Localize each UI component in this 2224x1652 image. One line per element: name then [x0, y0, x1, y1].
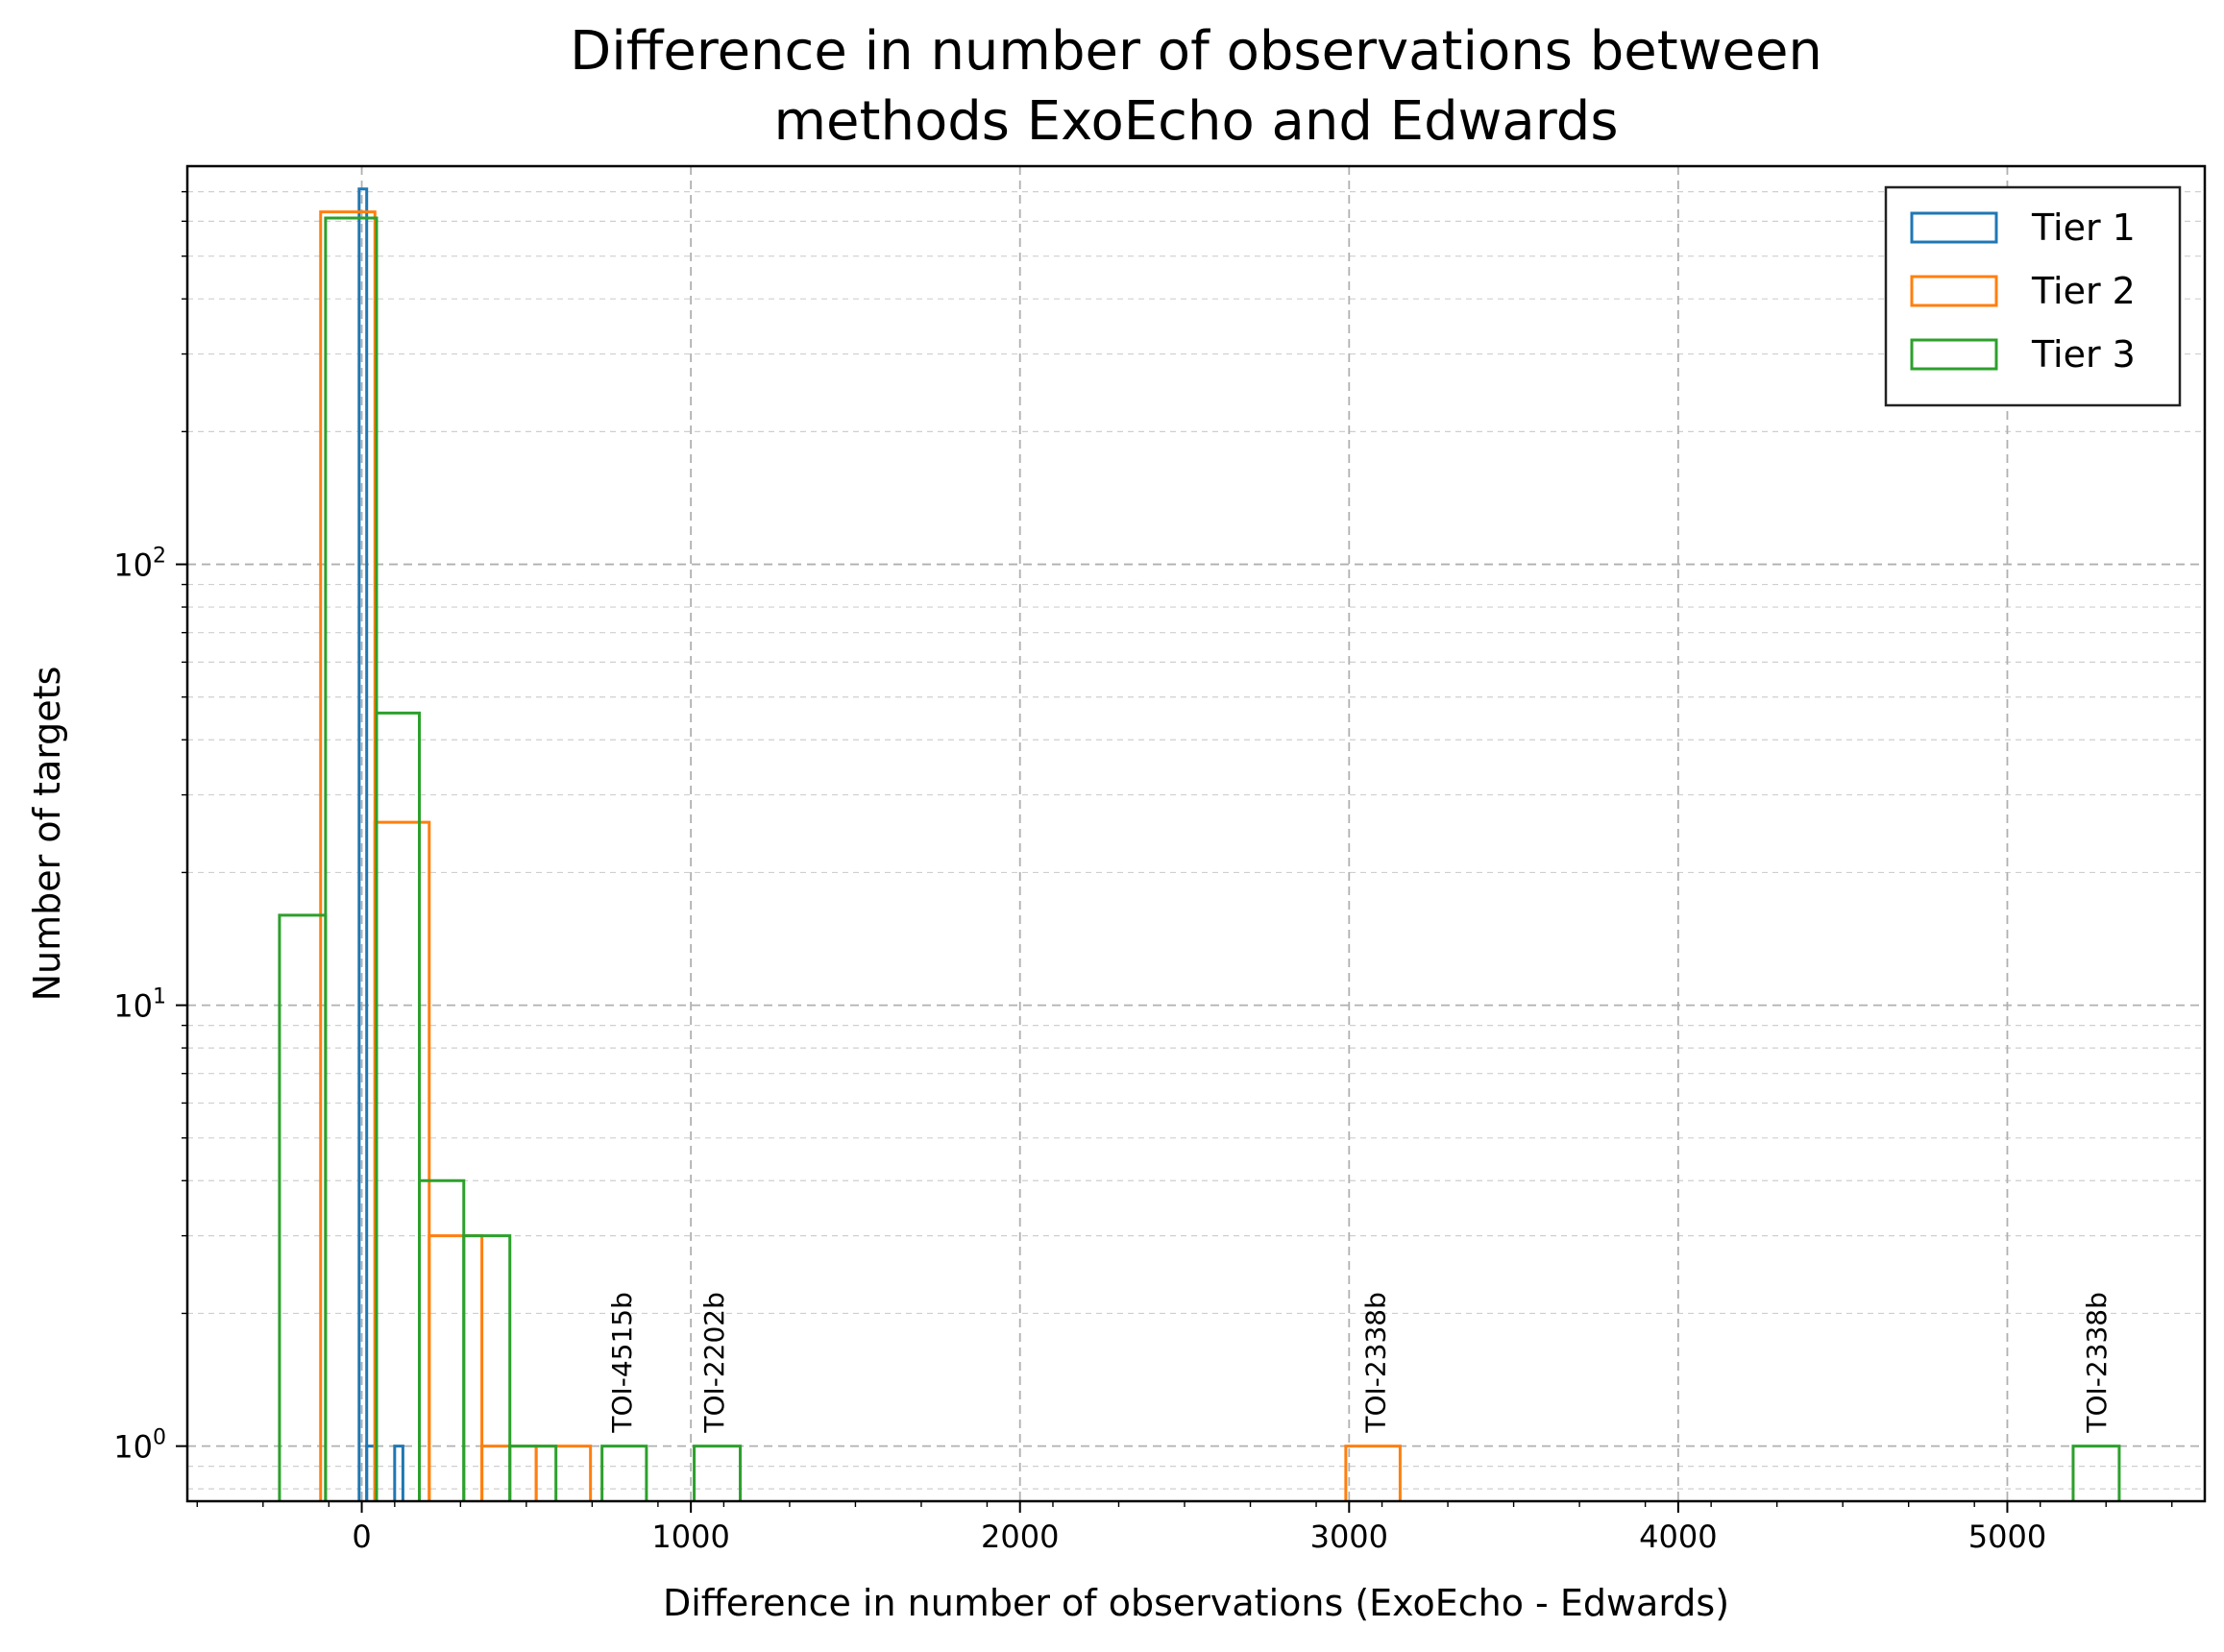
hist-bar-tier-3	[693, 1445, 743, 1501]
annotations: TOI-4515b TOI-2202b TOI-2338b TOI-2338b	[606, 1292, 2113, 1434]
hist-bar-tier-2	[428, 1234, 484, 1501]
x-tick-label: 1000	[651, 1518, 729, 1555]
axis-ticks: 0 1000 2000 3000 4000 5000 100 101 102	[113, 190, 2173, 1555]
x-tick-label: 0	[352, 1518, 371, 1555]
hist-bar-tier-1	[393, 1445, 404, 1501]
legend-swatch-tier-3	[1910, 338, 1998, 371]
x-axis-label: Difference in number of observations (Ex…	[663, 1582, 1729, 1624]
chart-title-line1: Difference in number of observations bet…	[570, 20, 1822, 83]
y-tick-label: 101	[113, 985, 166, 1025]
legend-swatch-tier-2	[1910, 275, 1998, 307]
hist-bar-tier-2	[373, 820, 431, 1501]
annotation-label: TOI-2338b	[1360, 1292, 1392, 1434]
annotation-label: TOI-2202b	[698, 1292, 730, 1434]
annotation-label: TOI-4515b	[606, 1292, 638, 1434]
y-axis-label: Number of targets	[26, 667, 68, 1002]
legend-label-tier-1: Tier 1	[2031, 206, 2136, 249]
annotation-label: TOI-2338b	[2081, 1292, 2113, 1434]
legend-swatch-tier-1	[1910, 211, 1998, 244]
hist-bar-tier-3	[2071, 1445, 2121, 1501]
legend: Tier 1 Tier 2 Tier 3	[1884, 185, 2182, 407]
hist-bar-tier-1	[357, 187, 369, 1501]
histogram-bars	[278, 187, 2121, 1501]
x-tick-label: 4000	[1639, 1518, 1717, 1555]
hist-bar-tier-2	[534, 1445, 593, 1501]
x-tick-label: 3000	[1310, 1518, 1388, 1555]
x-tick-label: 5000	[1968, 1518, 2046, 1555]
x-tick-label: 2000	[981, 1518, 1059, 1555]
plot-frame	[185, 164, 2207, 1503]
y-tick-label: 102	[113, 545, 166, 584]
hist-bar-tier-3	[375, 711, 422, 1501]
hist-bar-tier-3	[462, 1234, 512, 1501]
chart-title-line2: methods ExoEcho and Edwards	[774, 90, 1619, 153]
grid	[187, 166, 2205, 1501]
hist-bar-tier-2	[1344, 1445, 1402, 1501]
legend-label-tier-2: Tier 2	[2031, 270, 2136, 312]
y-tick-label: 100	[113, 1426, 166, 1466]
legend-label-tier-3: Tier 3	[2031, 333, 2136, 376]
hist-bar-tier-3	[600, 1445, 648, 1501]
hist-bar-tier-3	[508, 1445, 558, 1501]
